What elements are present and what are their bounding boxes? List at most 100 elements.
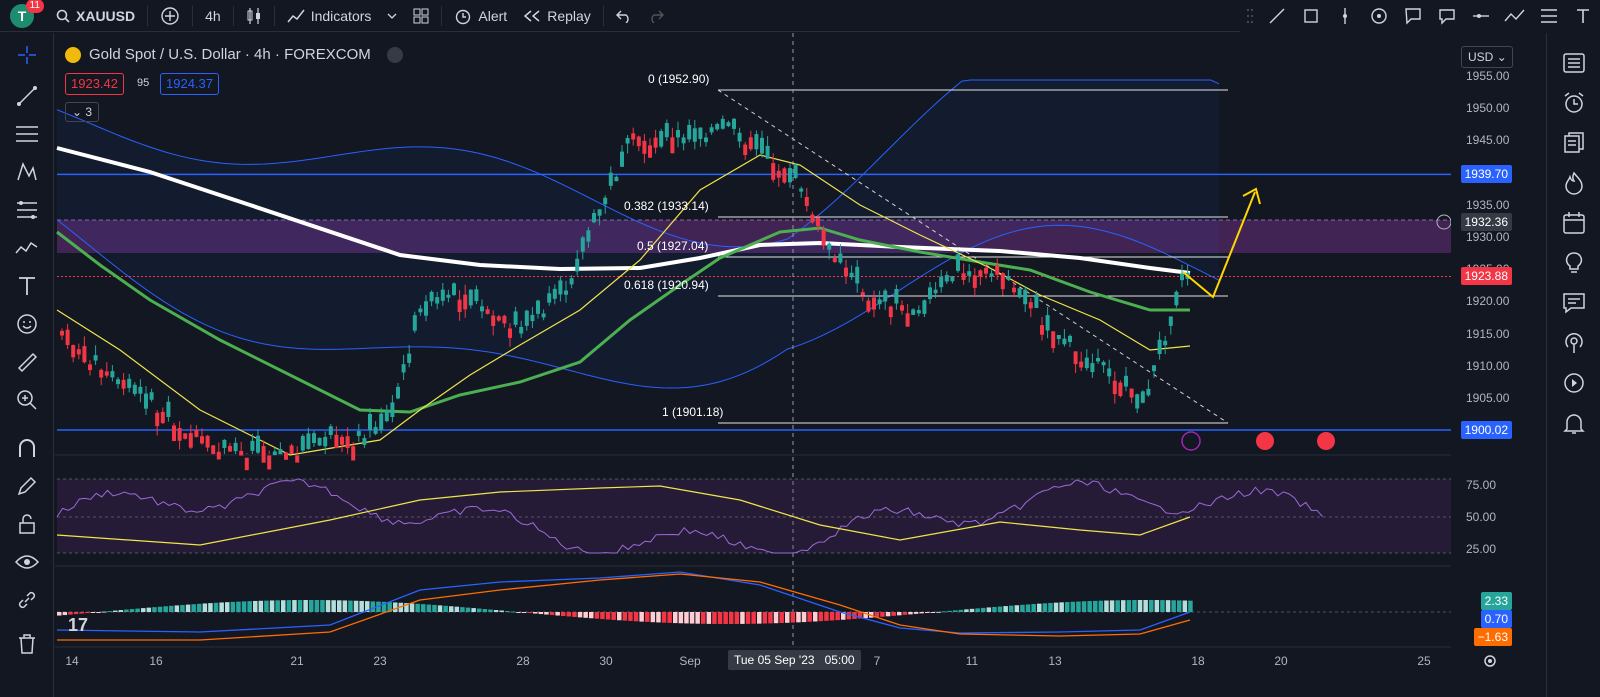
zoom-tool[interactable] [0, 381, 54, 419]
notifications-button[interactable] [1547, 403, 1600, 443]
candle-body [1045, 315, 1050, 331]
price-axis-label: 1955.00 [1466, 69, 1510, 83]
alert-label: Alert [478, 7, 508, 24]
macd-histogram-bar [465, 607, 471, 612]
horizontal-ray-tool[interactable] [1464, 0, 1498, 32]
streams-button[interactable] [1547, 323, 1600, 363]
candle-body [250, 440, 255, 451]
symbol-search-button[interactable]: XAUUSD [48, 0, 143, 32]
macd-histogram-bar [813, 612, 818, 622]
more-icon[interactable] [386, 46, 403, 63]
candle-body [1034, 294, 1039, 308]
user-avatar[interactable]: T 11 [10, 0, 44, 28]
macd-histogram-bar [309, 600, 314, 612]
candle-body [1168, 316, 1173, 326]
chart-type-button[interactable] [238, 0, 270, 32]
divider [232, 5, 234, 26]
replay-button[interactable]: Replay [515, 0, 599, 32]
watchlist-button[interactable] [1547, 43, 1600, 83]
candle-body [860, 292, 865, 296]
macd-histogram-bar [409, 603, 415, 612]
comment-tool[interactable] [1430, 0, 1464, 32]
pattern-tool[interactable] [0, 153, 54, 191]
path-tool[interactable] [1498, 0, 1532, 32]
pencil-lock-icon [17, 476, 37, 496]
layout-button[interactable] [405, 0, 437, 32]
rectangle-tool[interactable] [1294, 0, 1328, 32]
magnet-tool[interactable] [0, 429, 54, 467]
measure-tool[interactable] [0, 343, 54, 381]
live-button[interactable] [1547, 363, 1600, 403]
crosshair-tool[interactable] [0, 33, 54, 77]
macd-histogram-bar [555, 612, 560, 616]
trash-icon [19, 634, 35, 654]
macd-histogram-bar [566, 612, 572, 617]
text-tool[interactable] [1566, 0, 1600, 32]
lock-drawing-tool[interactable] [0, 467, 54, 505]
line-tool[interactable] [0, 77, 54, 115]
macd-histogram-bar [264, 600, 269, 612]
candle-body [300, 435, 305, 451]
indicators-button[interactable]: Indicators [279, 0, 380, 32]
indicators-toggle[interactable]: ⌄ 3 [65, 102, 100, 122]
compare-button[interactable] [152, 0, 188, 32]
macd-histogram-bar [230, 601, 236, 612]
callout-tool[interactable] [1396, 0, 1430, 32]
macd-histogram-bar [141, 608, 146, 612]
candle-body [888, 306, 893, 318]
macd-histogram-bar [365, 601, 370, 612]
hotlists-button[interactable] [1547, 163, 1600, 203]
time-axis-label: 20 [1274, 654, 1288, 668]
ideas-button[interactable] [1547, 243, 1600, 283]
macd-histogram-bar [992, 606, 997, 612]
candle-body [496, 316, 501, 321]
visibility-tool[interactable] [0, 543, 54, 581]
ask-price[interactable]: 1924.37 [160, 73, 219, 95]
macd-histogram-bar [908, 612, 913, 615]
vertical-line-tool[interactable] [1328, 0, 1362, 32]
chats-button[interactable] [1547, 283, 1600, 323]
bid-price[interactable]: 1923.42 [65, 73, 124, 95]
circle-tool[interactable] [1362, 0, 1396, 32]
fib-left-tool[interactable] [0, 191, 54, 229]
forecast-tool[interactable] [0, 229, 54, 267]
price-chart[interactable] [55, 33, 1451, 697]
macd-histogram-bar [314, 600, 320, 612]
settings-button[interactable] [1482, 653, 1498, 674]
macd-histogram-bar [1042, 603, 1048, 612]
drag-handle-icon[interactable] [1240, 0, 1260, 32]
chevron-down-icon: ⌄ [1496, 50, 1507, 64]
chevron-down-icon [387, 13, 397, 19]
trend-line-tool[interactable] [1260, 0, 1294, 32]
undo-button[interactable] [608, 0, 640, 32]
templates-dropdown[interactable] [379, 0, 405, 32]
macd-histogram-bar [180, 604, 185, 612]
redo-button[interactable] [640, 0, 672, 32]
macd-histogram-bar [667, 612, 672, 623]
macd-histogram-bar [493, 610, 499, 612]
alerts-button[interactable] [1547, 83, 1600, 123]
fib-tool[interactable] [1532, 0, 1566, 32]
macd-histogram-bar [824, 612, 829, 621]
podcast-icon [1565, 332, 1583, 353]
lock-all-tool[interactable] [0, 505, 54, 543]
candle-body [995, 265, 1000, 275]
time-axis-label: 13 [1048, 654, 1062, 668]
text-left-tool[interactable] [0, 267, 54, 305]
calendar-button[interactable] [1547, 203, 1600, 243]
currency-select[interactable]: USD ⌄ [1461, 46, 1513, 68]
data-window-button[interactable] [1547, 123, 1600, 163]
interval-button[interactable]: 4h [205, 7, 221, 24]
link-tool[interactable] [0, 581, 54, 619]
macd-histogram-bar [381, 601, 387, 612]
delete-tool[interactable] [0, 625, 54, 663]
channel-tool[interactable] [0, 115, 54, 153]
macd-histogram-bar [818, 612, 824, 622]
macd-histogram-tag: 2.33 [1480, 592, 1512, 610]
alert-button[interactable]: Alert [446, 0, 515, 32]
candle-body [1107, 368, 1112, 377]
time-axis-label: 25 [1417, 654, 1431, 668]
emoji-tool[interactable] [0, 305, 54, 343]
macd-histogram-bar [936, 611, 941, 613]
candle-body [463, 294, 468, 310]
